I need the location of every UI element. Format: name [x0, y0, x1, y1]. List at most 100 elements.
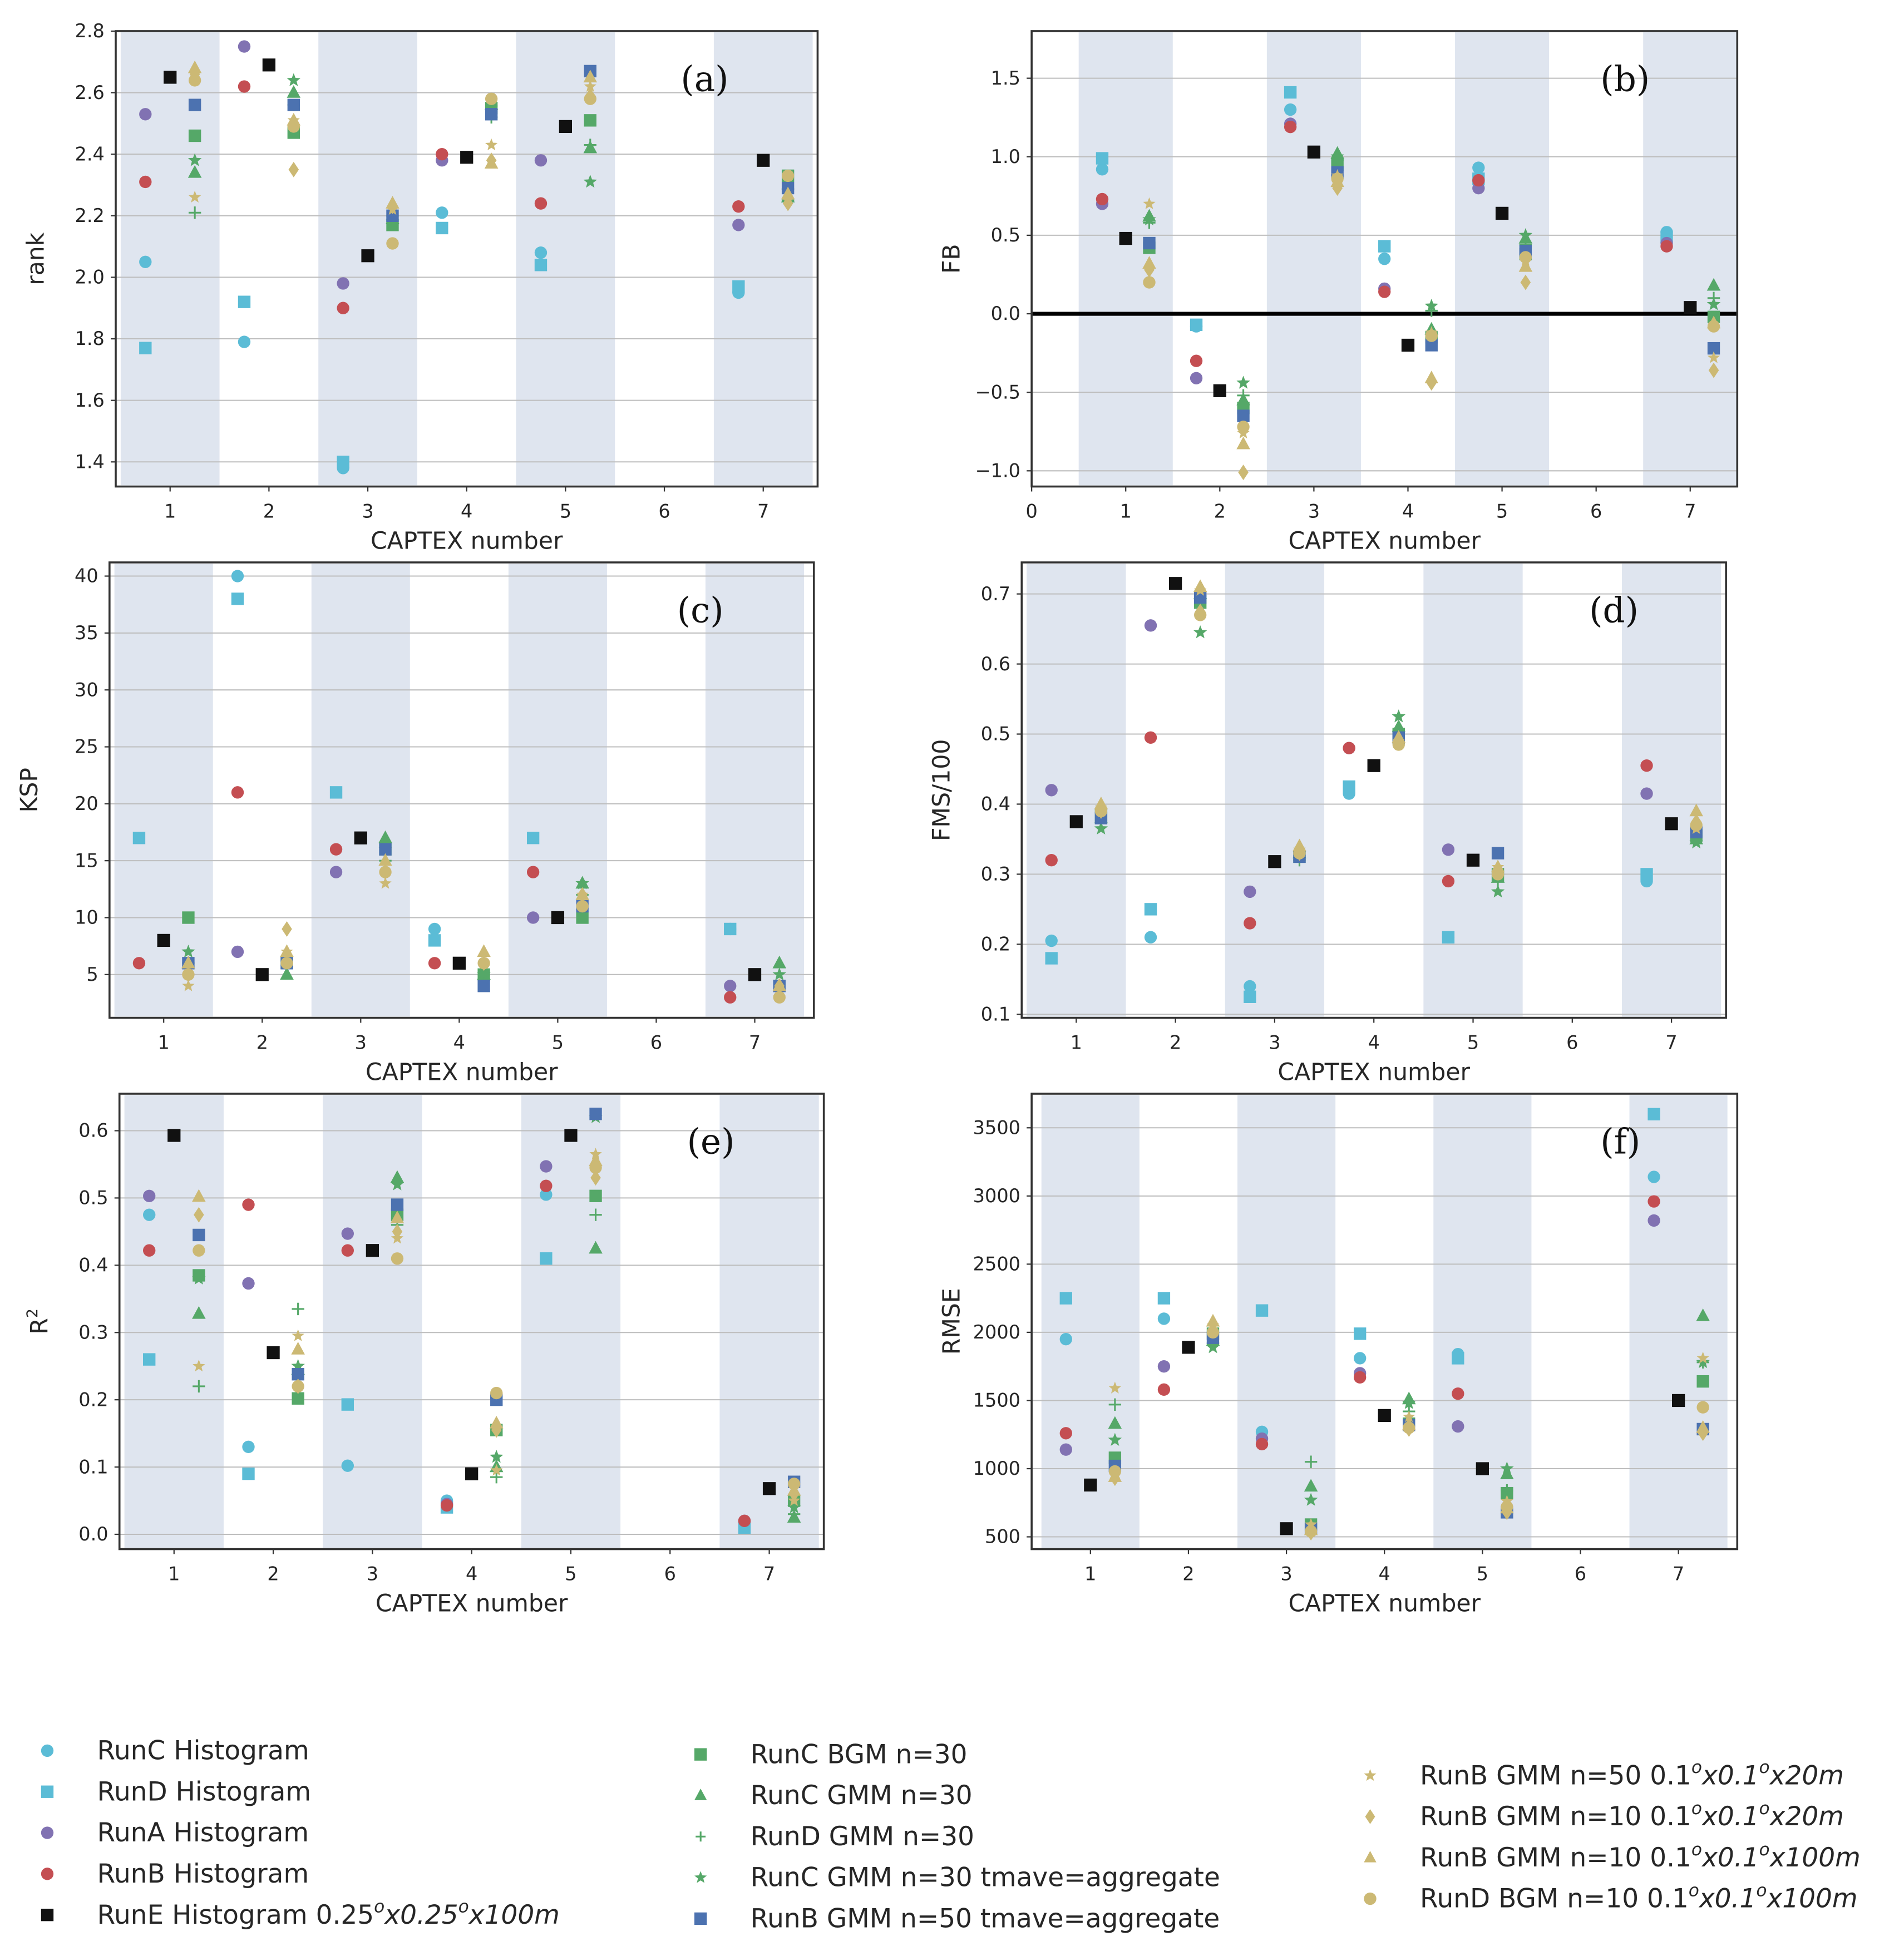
plot-frame	[115, 30, 819, 488]
data-point	[329, 866, 343, 878]
x-tick-label: 0	[1025, 500, 1037, 522]
data-point	[392, 1223, 403, 1239]
data-point	[379, 877, 392, 889]
data-point	[1501, 1484, 1513, 1497]
x-tick-label: 6	[1590, 500, 1602, 522]
data-point	[231, 786, 244, 799]
panel-letter: (e)	[687, 1121, 735, 1162]
legend-marker	[694, 1871, 707, 1883]
data-point	[1500, 1466, 1514, 1480]
data-point	[460, 151, 473, 164]
x-axis-label: CAPTEX number	[1288, 527, 1481, 555]
data-point	[1284, 120, 1297, 134]
data-point	[1108, 1416, 1122, 1429]
legend-marker	[694, 1748, 707, 1761]
subplot-c: 5 10 15 20 25 30 35 40 1 2 3 4 5 6 7 CAPTEX number KSP (c…	[16, 561, 815, 1086]
data-point	[1519, 251, 1532, 264]
data-point	[1647, 1214, 1660, 1227]
data-point	[1108, 1381, 1122, 1394]
data-points	[139, 40, 795, 475]
data-point	[1392, 709, 1406, 723]
y-tick-label: 0.4	[981, 793, 1010, 815]
shaded-band	[1629, 1095, 1728, 1548]
data-point	[1190, 354, 1203, 367]
y-axis-label: RMSE	[938, 1288, 965, 1355]
data-point	[1206, 1326, 1220, 1339]
data-point	[1094, 821, 1108, 834]
legend-item: RunD Histogram	[41, 1776, 311, 1807]
data-point	[1084, 1478, 1097, 1492]
y-tick-label: 2.4	[75, 143, 105, 165]
shaded-band	[516, 32, 615, 486]
y-tick-label: 0.5	[981, 723, 1010, 745]
legend-label: RunD GMM n=30	[751, 1821, 974, 1852]
data-point	[787, 1500, 801, 1514]
data-point	[757, 154, 770, 167]
data-point	[1706, 278, 1721, 291]
data-point	[192, 1306, 206, 1319]
data-point	[1108, 1433, 1122, 1446]
data-point	[1707, 320, 1720, 333]
data-point	[564, 1129, 578, 1142]
data-point	[551, 911, 565, 925]
data-point	[143, 1189, 156, 1202]
data-point	[1096, 192, 1109, 206]
data-point	[772, 967, 787, 981]
data-point	[139, 175, 152, 189]
x-tick-label: 1	[1071, 1031, 1082, 1053]
x-tick-label: 5	[552, 1031, 564, 1053]
data-point	[238, 80, 251, 93]
y-tick-label: 0.5	[991, 224, 1020, 246]
data-point	[773, 991, 786, 1004]
shaded-band	[120, 32, 220, 486]
data-point	[337, 277, 349, 290]
data-point	[732, 219, 745, 231]
data-point	[188, 153, 202, 166]
data-point	[1143, 197, 1156, 209]
panel-letter: (b)	[1600, 58, 1650, 99]
shaded-band	[1225, 564, 1325, 1017]
data-point	[1144, 731, 1157, 744]
data-point	[329, 843, 343, 856]
data-point	[436, 221, 448, 235]
data-point	[1108, 1398, 1122, 1411]
legend-marker	[41, 1744, 54, 1757]
data-point	[341, 1459, 354, 1472]
data-point	[182, 911, 195, 924]
shaded-band	[508, 564, 607, 1017]
data-point	[1157, 1292, 1171, 1305]
x-axis-label: CAPTEX number	[376, 1590, 568, 1617]
data-point	[143, 1244, 156, 1257]
data-point	[1696, 1351, 1709, 1364]
x-tick-label: 3	[1269, 1031, 1280, 1053]
plot-area	[1032, 1094, 1738, 1549]
data-point	[1045, 952, 1058, 965]
x-axis-label: CAPTEX number	[1288, 1590, 1481, 1617]
data-point	[436, 148, 448, 161]
data-point	[738, 1514, 751, 1527]
y-axis-label: FB	[938, 244, 965, 274]
shaded-band	[1423, 564, 1523, 1017]
legend-label: RunB Histogram	[97, 1859, 309, 1889]
data-point	[361, 249, 374, 263]
legend-label: RunB GMM n=50 tmave=aggregate	[751, 1904, 1220, 1934]
data-point	[292, 1392, 304, 1405]
data-point	[1284, 86, 1297, 99]
shaded-band	[311, 564, 410, 1017]
data-point	[436, 206, 448, 219]
legend-label: RunC Histogram	[97, 1736, 309, 1766]
y-tick-label: 1.8	[75, 328, 105, 349]
y-tick-label: 0.1	[78, 1456, 108, 1478]
data-point	[1206, 1313, 1220, 1327]
data-point	[292, 1329, 304, 1341]
data-point	[1665, 817, 1678, 831]
data-point	[477, 967, 491, 981]
shaded-band	[521, 1095, 621, 1548]
x-tick-label: 6	[1566, 1031, 1578, 1053]
legend-marker	[41, 1908, 54, 1922]
data-point	[1237, 409, 1250, 422]
data-point	[724, 922, 737, 936]
data-point	[1193, 625, 1207, 639]
y-tick-label: 2.8	[75, 20, 105, 42]
